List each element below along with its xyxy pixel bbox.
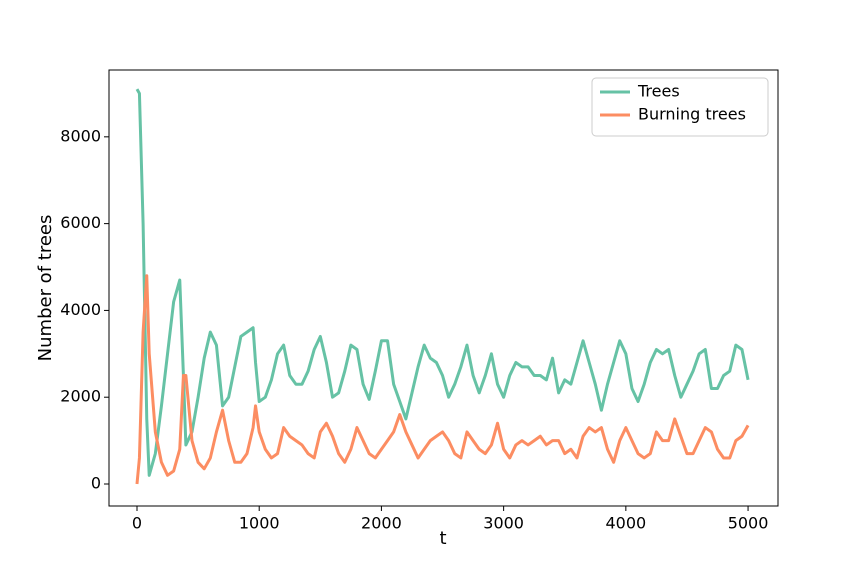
legend-box bbox=[591, 77, 769, 137]
y-tick-label: 6000 bbox=[60, 213, 101, 232]
x-axis-label: t bbox=[439, 528, 446, 549]
legend-label: Burning trees bbox=[638, 105, 746, 124]
x-tick-label: 0 bbox=[132, 514, 142, 533]
y-axis-label: Number of trees bbox=[35, 215, 56, 362]
legend-label: Trees bbox=[637, 82, 680, 101]
x-tick-label: 3000 bbox=[483, 514, 524, 533]
line-series bbox=[135, 88, 750, 477]
y-tick-label: 8000 bbox=[60, 126, 101, 145]
y-tick-label: 4000 bbox=[60, 300, 101, 319]
y-tick-label: 0 bbox=[91, 473, 101, 492]
plot-frame bbox=[108, 69, 779, 507]
x-tick-label: 1000 bbox=[239, 514, 280, 533]
x-tick-label: 2000 bbox=[361, 514, 402, 533]
x-tick-label: 5000 bbox=[728, 514, 769, 533]
x-tick-label: 4000 bbox=[605, 514, 646, 533]
line-series bbox=[135, 274, 750, 485]
y-tick-label: 2000 bbox=[60, 387, 101, 406]
